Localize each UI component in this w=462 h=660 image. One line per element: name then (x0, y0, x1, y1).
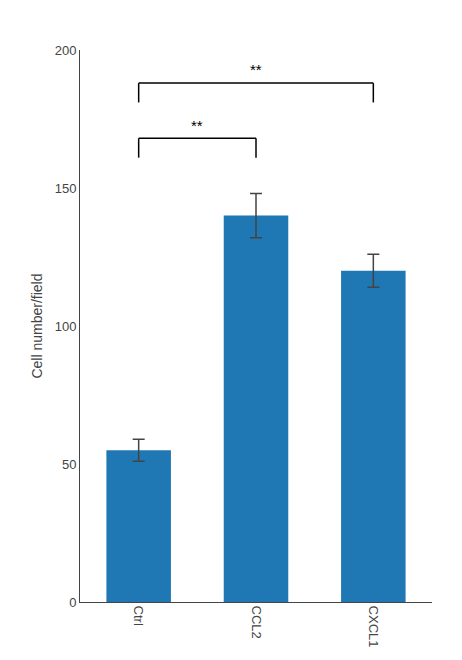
svg-text:200: 200 (55, 43, 77, 58)
svg-text:CCL2: CCL2 (249, 606, 264, 639)
svg-text:CXCL1: CXCL1 (366, 606, 381, 648)
svg-text:Ctrl: Ctrl (131, 606, 146, 626)
svg-text:150: 150 (55, 181, 77, 196)
svg-text:0: 0 (69, 595, 76, 610)
svg-text:**: ** (250, 61, 262, 78)
svg-text:50: 50 (62, 457, 76, 472)
svg-text:**: ** (191, 117, 203, 134)
svg-text:100: 100 (55, 319, 77, 334)
svg-text:Cell number/field: Cell number/field (29, 273, 45, 378)
